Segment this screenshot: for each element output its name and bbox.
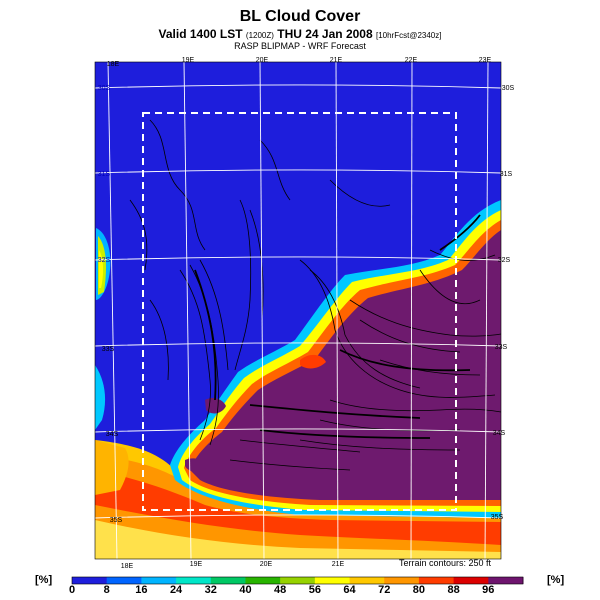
colorbar-tick-label: 88: [447, 584, 459, 596]
inner-domain-box: [142, 112, 457, 511]
lat-label-right: 35S: [491, 514, 504, 521]
colorbar-unit-right: [%]: [547, 574, 565, 586]
lon-label-top: 21E: [330, 57, 343, 64]
colorbar-segment: [280, 577, 316, 584]
lat-label-left: 33S: [102, 346, 115, 353]
lon-label-bottom: 21E: [332, 561, 345, 568]
cloud-deck-area: [190, 230, 501, 500]
colorbar-tick-label: 24: [170, 584, 183, 596]
colorbar-tick-label: 72: [378, 584, 390, 596]
colorbar-tick-label: 80: [413, 584, 425, 596]
lat-label-left-faint: 32S: [98, 257, 111, 264]
colorbar-unit-left: [%]: [35, 574, 53, 586]
lon-label-top: 22E: [405, 57, 418, 64]
valid-time: Valid 1400 LST (1200Z) THU 24 Jan 2008 […: [158, 27, 442, 41]
colorbar-segment: [245, 577, 281, 584]
lat-label-right: 34S: [493, 430, 506, 437]
lat-label-left-faint: 31S: [98, 171, 111, 178]
lat-label-right: 33S: [495, 344, 508, 351]
lon-label-top: 19E: [182, 57, 195, 64]
lat-label-left-faint: 30S: [98, 85, 111, 92]
lat-label-left: 35S: [110, 517, 123, 524]
colorbar-tick-label: 32: [205, 584, 217, 596]
terrain-contour-note: Terrain contours: 250 ft: [399, 558, 492, 568]
colorbar-segment: [314, 577, 351, 584]
colorbar-tick-label: 40: [239, 584, 251, 596]
lat-lon-grid: [95, 62, 501, 559]
lat-label-right: 30S: [502, 85, 515, 92]
colorbar-segment: [453, 577, 489, 584]
lon-label-top: 23E: [479, 57, 492, 64]
colorbar: 0 8 16 24 32 40 48 56 64 72 80 88 96: [69, 576, 524, 596]
colorbar-segment: [384, 577, 420, 584]
colorbar-segment: [176, 577, 212, 584]
map-field: [95, 62, 501, 559]
colorbar-tick-label: 56: [309, 584, 321, 596]
lon-label-top: 20E: [256, 57, 269, 64]
map-title: BL Cloud Cover: [239, 8, 361, 25]
colorbar-segment: [141, 577, 177, 584]
lat-label-left: 34S: [106, 431, 119, 438]
colorbar-segment: [72, 577, 108, 584]
colorbar-tick-label: 64: [343, 584, 356, 596]
major-contours: [194, 214, 481, 439]
lon-label-top: 18E: [107, 61, 120, 68]
lat-label-right: 31S: [500, 171, 513, 178]
lon-label-bottom: 20E: [260, 561, 273, 568]
colorbar-tick-label: 0: [69, 584, 75, 596]
lon-label-bottom: 18E: [121, 563, 134, 570]
colorbar-segment: [488, 577, 524, 584]
lon-label-bottom: 19E: [190, 561, 203, 568]
colorbar-segment: [210, 577, 246, 584]
colorbar-segment: [418, 577, 455, 584]
map-subtitle: RASP BLIPMAP - WRF Forecast: [234, 41, 366, 51]
colorbar-tick-label: 48: [274, 584, 286, 596]
colorbar-segment: [349, 577, 385, 584]
colorbar-tick-label: 8: [104, 584, 110, 596]
colorbar-tick-label: 96: [482, 584, 494, 596]
colorbar-tick-label: 16: [135, 584, 147, 596]
lat-label-right: 32S: [498, 257, 511, 264]
colorbar-segment: [106, 577, 142, 584]
